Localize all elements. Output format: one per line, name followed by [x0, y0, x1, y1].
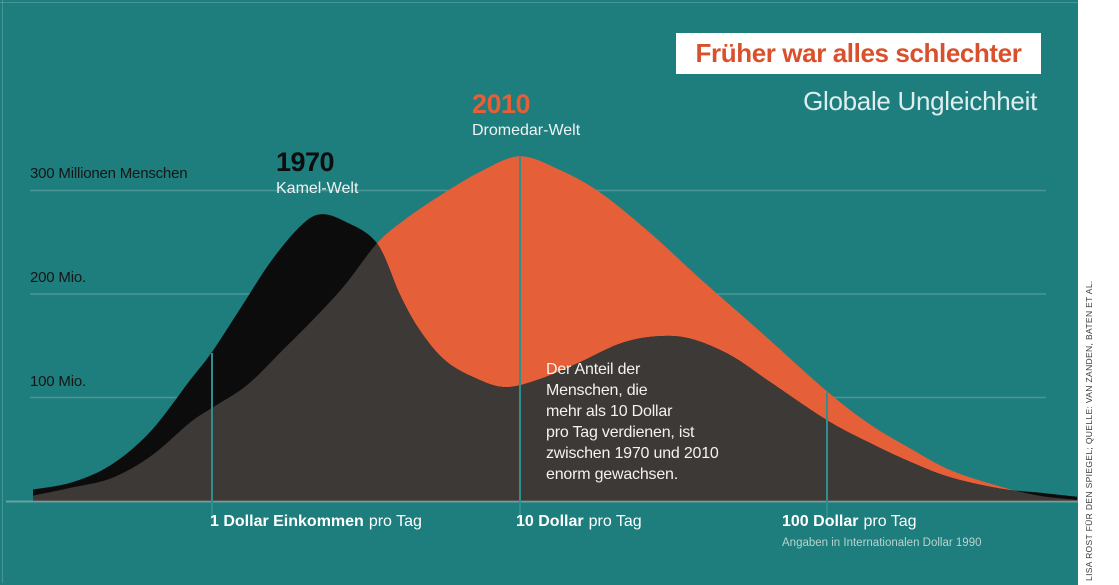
series-year-2010: 2010 — [472, 89, 531, 119]
x-axis-label-10-dollar-bold: 10 Dollar — [516, 513, 584, 530]
page-subtitle: Globale Ungleichheit — [803, 86, 1037, 116]
x-axis-label-1-dollar-rest: pro Tag — [368, 513, 422, 530]
title-banner: Früher war alles schlechter — [676, 33, 1041, 74]
chart-annotation: Der Anteil der Menschen, die mehr als 10… — [546, 361, 719, 483]
y-axis-label-100: 100 Mio. — [30, 373, 86, 390]
y-axis-label-300: 300 Millionen Menschen — [30, 165, 188, 182]
x-axis-label-1-dollar: 1 Dollar Einkommen pro Tag — [210, 513, 422, 531]
x-axis-label-100-dollar-rest: pro Tag — [863, 513, 917, 530]
page-title: Früher war alles schlechter — [695, 38, 1022, 68]
x-axis-label-10-dollar-rest: pro Tag — [588, 513, 642, 530]
series-label-2010: 2010 Dromedar-Welt — [472, 90, 580, 140]
x-axis-label-100-dollar-bold: 100 Dollar — [782, 513, 859, 530]
series-world-2010: Dromedar-Welt — [472, 122, 581, 139]
y-axis-label-200: 200 Mio. — [30, 269, 86, 286]
unit-footnote: Angaben in Internationalen Dollar 1990 — [782, 537, 982, 549]
series-world-1970: Kamel-Welt — [276, 180, 359, 197]
series-year-1970: 1970 — [276, 147, 335, 177]
series-label-1970: 1970 Kamel-Welt — [276, 148, 358, 198]
x-axis-label-10-dollar: 10 Dollar pro Tag — [516, 513, 642, 531]
source-credit: LISA ROST FÜR DEN SPIEGEL; QUELLE: VAN Z… — [1084, 280, 1094, 581]
x-axis-label-100-dollar: 100 Dollar pro Tag — [782, 513, 917, 531]
area-overlap — [33, 243, 1077, 502]
x-axis-label-1-dollar-bold: 1 Dollar Einkommen — [210, 513, 364, 530]
